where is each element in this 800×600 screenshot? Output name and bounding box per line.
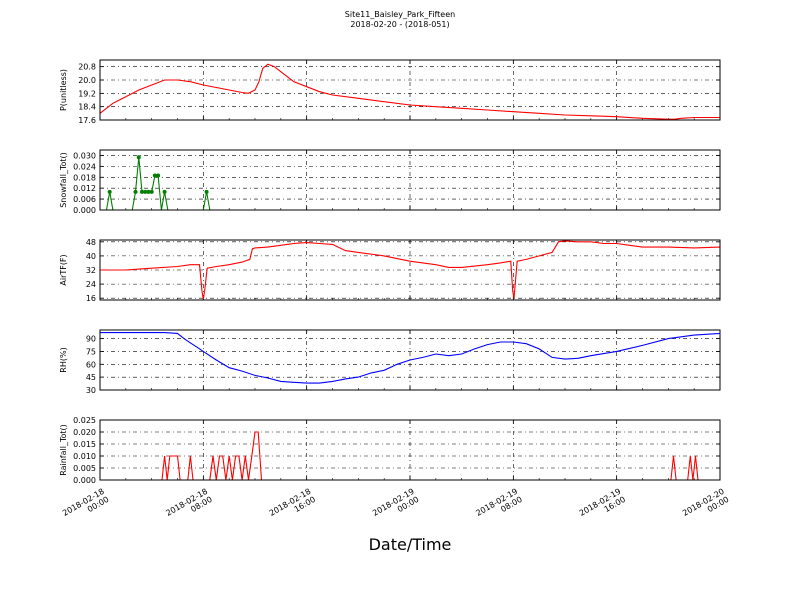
chart-subtitle: 2018-02-20 - (2018-051) [350,20,450,29]
y-tick-label: 0.020 [73,428,96,437]
y-tick-label: 40 [86,252,96,261]
axes-frame [99,419,721,481]
y-tick-label: 0.030 [73,151,96,160]
x-tick-label: 2018-02-1800:00 [61,487,110,526]
y-axis-label: P(unitless) [59,69,68,111]
y-tick-label: 0.000 [73,476,96,485]
panel-2: 0.000 0.006 0.012 0.018 0.024 0.030 Snowfall_T… [59,149,721,215]
y-tick-label: 0.006 [73,195,96,204]
y-tick-label: 0.015 [73,440,96,449]
y-axis-label: RH(%) [59,347,68,372]
y-axis-label: AirTF(F) [59,254,68,285]
y-tick-label: 60 [86,360,96,369]
axes-frame [99,239,721,301]
y-tick-label: 16 [86,294,96,303]
x-tick-label: 2018-02-1916:00 [578,487,627,526]
y-tick-label: 48 [86,238,96,247]
y-tick-label: 32 [86,266,96,275]
chart-title: Site11_Baisley_Park_Fifteen [344,10,456,19]
data-point [107,189,112,194]
y-tick-label: 90 [86,335,96,344]
y-tick-label: 18.4 [78,103,96,112]
y-tick-label: 0.000 [73,206,96,215]
y-axis-label: Rainfall_Tot() [59,424,68,476]
panels: 17.618.419.220.020.8P(unitless)0.0000.00… [59,59,721,485]
axes-frame [99,329,721,391]
x-tick-label: 2018-02-1908:00 [474,487,523,526]
y-tick-label: 17.6 [78,116,96,125]
x-tick-label: 2018-02-1900:00 [371,487,420,526]
x-axis-label: Date/Time [369,535,452,554]
axes-frame [99,149,721,211]
data-point [136,155,141,160]
y-tick-label: 75 [86,347,96,356]
axes-frame [99,59,721,121]
y-axis-label: Snowfall_Tot() [59,152,68,208]
panel-4: 30 45 60 75 90 RH(%) [59,329,721,395]
data-point [149,189,154,194]
series-line [100,332,721,384]
x-tick-label: 2018-02-1816:00 [268,487,317,526]
data-point [146,189,151,194]
x-tick-label: 2018-02-2000:00 [681,487,730,526]
y-tick-label: 20.8 [78,63,96,72]
y-tick-label: 0.010 [73,452,96,461]
y-tick-label: 0.025 [73,416,96,425]
data-point [139,189,144,194]
y-tick-label: 0.024 [73,162,96,171]
y-tick-label: 0.018 [73,173,96,182]
data-point [162,189,167,194]
x-tick-labels: 2018-02-1800:00 2018-02-1808:00 2018-02-18… [61,487,730,526]
y-tick-label: 24 [86,280,96,289]
data-point [152,173,157,178]
series-line [99,63,720,120]
data-point [143,189,148,194]
y-tick-label: 30 [86,386,96,395]
y-tick-label: 20.0 [78,76,96,85]
y-tick-label: 45 [86,373,96,382]
series-line [100,240,721,300]
panel-3: 16 24 32 40 48 AirTF(F) [59,238,721,303]
panel-5: 0.000 0.005 0.010 0.015 0.020 0.025 Rainfall_T… [59,416,721,485]
panel-1: 17.6 18.4 19.2 20.0 20.8 P(unitless) [59,59,721,125]
y-tick-label: 19.2 [78,89,96,98]
y-tick-label: 0.012 [73,184,96,193]
x-tick-label: 2018-02-1808:00 [164,487,213,526]
data-point [204,189,209,194]
data-point [133,189,138,194]
data-point [156,173,161,178]
y-tick-label: 0.005 [73,464,96,473]
